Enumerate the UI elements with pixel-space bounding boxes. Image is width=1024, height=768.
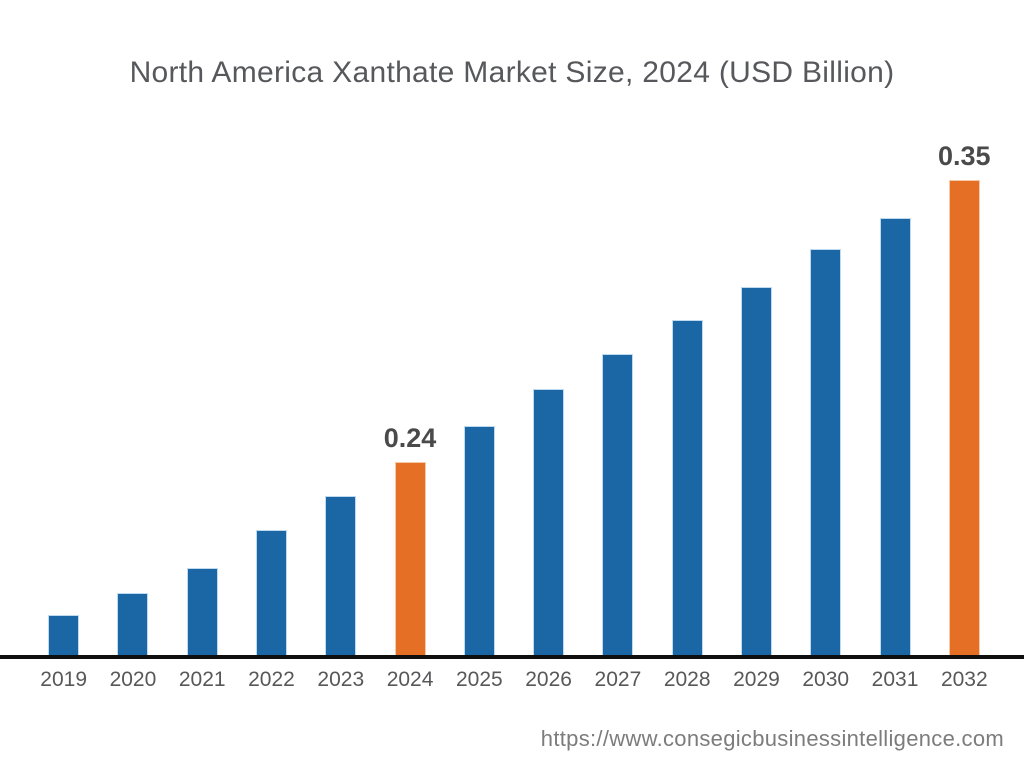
bar-column-2030 (791, 249, 860, 656)
x-tick-2032: 2032 (940, 668, 988, 691)
bar-column-2024: 0.24 (375, 425, 444, 656)
bar-column-2032: 0.35 (930, 143, 999, 656)
x-axis-labels: 2019 2020 2021 2022 2023 2024 2025 2026 2027 2028… (29, 668, 999, 692)
bar-2031 (879, 218, 911, 656)
bar-2024 (394, 462, 426, 656)
bar-column-2026 (514, 389, 583, 656)
chart-title: North America Xanthate Market Size, 2024… (129, 56, 895, 89)
x-axis-line (0, 655, 1024, 659)
bar-2032 (948, 180, 980, 656)
bar-2030 (810, 249, 842, 656)
bar-2023 (325, 496, 357, 656)
x-tick-2020: 2020 (109, 668, 157, 691)
bar-column-2025 (445, 426, 514, 656)
x-tick-2024: 2024 (386, 668, 434, 691)
x-tick-2030: 2030 (802, 668, 850, 691)
data-label-2024: 0.24 (383, 423, 437, 453)
bar-2020 (117, 593, 149, 656)
bar-column-2029 (722, 287, 791, 656)
bar-2028 (671, 320, 703, 656)
x-tick-2027: 2027 (594, 668, 642, 691)
source-url: https://www.consegicbusinessintelligence… (540, 726, 1004, 751)
x-tick-2025: 2025 (455, 668, 503, 691)
bar-2026 (533, 389, 565, 656)
bar-column-2020 (98, 593, 167, 656)
bar-2021 (186, 568, 218, 656)
bar-2029 (740, 287, 772, 656)
bar-2025 (463, 426, 495, 656)
bar-column-2027 (583, 354, 652, 656)
x-tick-2029: 2029 (733, 668, 780, 691)
data-label-2032: 0.35 (938, 141, 991, 171)
bar-2019 (48, 615, 80, 656)
x-tick-2019: 2019 (40, 668, 87, 691)
bar-column-2023 (306, 496, 375, 656)
bar-column-2031 (860, 218, 929, 656)
bar-column-2022 (237, 530, 306, 656)
bar-2027 (602, 354, 634, 656)
x-tick-2031: 2031 (871, 668, 919, 691)
x-tick-2028: 2028 (663, 668, 711, 691)
bar-column-2019 (29, 615, 98, 656)
x-tick-2026: 2026 (525, 668, 572, 691)
x-tick-2022: 2022 (248, 668, 295, 691)
plot-area: 0.24 0.35 (29, 96, 999, 656)
x-tick-2023: 2023 (317, 668, 365, 691)
bar-column-2028 (653, 320, 722, 656)
bar-2022 (255, 530, 287, 656)
bar-column-2021 (168, 568, 237, 656)
x-tick-2021: 2021 (178, 668, 226, 691)
